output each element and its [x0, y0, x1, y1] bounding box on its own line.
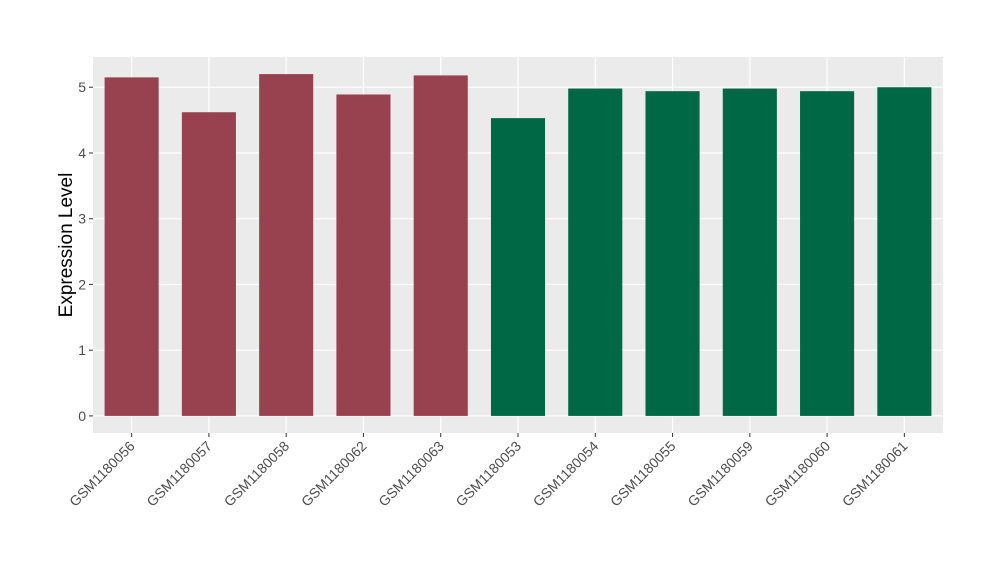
x-tick-label: GSM1180060 — [762, 438, 834, 510]
bar — [104, 77, 159, 416]
bar — [645, 91, 700, 416]
x-tick-label: GSM1180054 — [530, 438, 602, 510]
bar — [490, 118, 546, 416]
y-tick-label: 4 — [78, 145, 86, 161]
x-tick-label: GSM1180061 — [839, 438, 911, 510]
x-tick-label: GSM1180056 — [66, 438, 138, 510]
y-tick-label: 3 — [78, 211, 86, 227]
x-tick-label: GSM1180055 — [607, 438, 679, 510]
y-tick-label: 1 — [78, 342, 86, 358]
bar — [877, 87, 932, 416]
x-tick-label: GSM1180058 — [221, 438, 293, 510]
bar — [259, 74, 314, 416]
y-tick-label: 0 — [78, 408, 86, 424]
y-axis-label: Expression Level — [56, 173, 77, 318]
y-tick-label: 2 — [78, 276, 86, 292]
x-tick-label: GSM1180059 — [684, 438, 756, 510]
x-tick-label: GSM1180063 — [375, 438, 447, 510]
x-tick-label: GSM1180057 — [143, 438, 215, 510]
bar — [413, 75, 468, 416]
x-tick-label: GSM1180062 — [298, 438, 370, 510]
bar — [336, 94, 391, 416]
bar — [800, 91, 855, 416]
bar — [568, 88, 623, 416]
x-tick-label: GSM1180053 — [452, 438, 524, 510]
y-tick-label: 5 — [78, 79, 86, 95]
bar — [181, 112, 236, 416]
bar — [722, 88, 777, 416]
